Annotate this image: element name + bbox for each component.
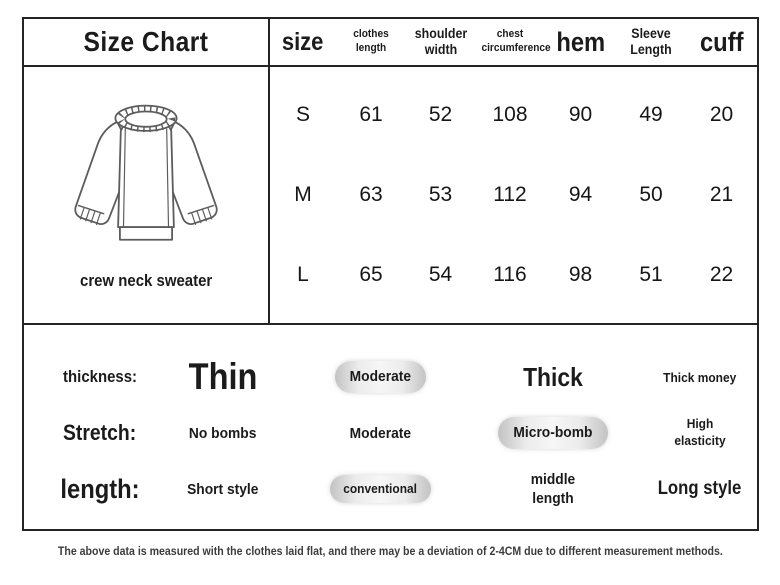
measurement-disclaimer: The above data is measured with the clot… [57, 546, 723, 558]
table-header-hem: hem [556, 26, 605, 57]
table-header-clothes-length: clothes length [353, 28, 389, 54]
table-header-row: Size Chart size clothes length shoulder … [24, 19, 757, 67]
stretch-option-high-elasticity: High elasticity [674, 416, 726, 448]
measurement-header-columns: size clothes length shoulder width chest… [270, 19, 757, 65]
length-option-long-style: Long style [658, 478, 742, 499]
product-cell: crew neck sweater [24, 67, 270, 323]
page-title: Size Chart [24, 19, 270, 65]
table-header-shoulder-width: shoulder width [414, 25, 467, 57]
thickness-option-thick: Thick [523, 361, 583, 392]
row-s-hem: 90 [568, 103, 593, 126]
highlight-pill: conventional [330, 475, 431, 503]
length-option-short-style: Short style [187, 480, 259, 498]
table-header-sleeve-length: Sleeve Length [630, 25, 672, 57]
row-s-sleeve-length: 49 [639, 103, 663, 126]
row-l-chest-circumference: 116 [493, 263, 527, 286]
row-m-hem: 94 [568, 183, 593, 206]
table-header-size: size [282, 27, 324, 56]
row-l-clothes-length: 65 [359, 263, 383, 286]
row-m-sleeve-length: 50 [639, 183, 663, 206]
row-m-shoulder-width: 53 [428, 183, 453, 206]
thickness-label: thickness: [62, 367, 138, 386]
row-m-cuff: 21 [709, 183, 734, 206]
length-option-middle-length: middle length [530, 470, 576, 508]
highlight-pill: Moderate [335, 361, 426, 393]
highlight-pill: Micro-bomb [498, 417, 608, 449]
row-s-cuff: 20 [709, 103, 734, 126]
stretch-option-moderate: Moderate [349, 424, 412, 442]
row-l-size: L [297, 263, 309, 286]
table-header-chest-circumference: chest circumference [481, 28, 551, 54]
measurement-grid: S 61 52 108 90 49 20 M 63 53 112 94 50 2… [270, 67, 757, 323]
thickness-option-thick-money: Thick money [663, 369, 737, 385]
thickness-option-moderate-highlighted: Moderate [298, 349, 463, 405]
row-s-chest-circumference: 108 [492, 103, 528, 126]
length-label: length: [60, 473, 140, 504]
row-l-shoulder-width: 54 [428, 263, 453, 286]
stretch-option-micro-bomb-highlighted: Micro-bomb [463, 405, 643, 461]
row-m-size: M [294, 183, 312, 206]
row-s-size: S [295, 103, 310, 126]
thickness-option-thin: Thin [188, 356, 258, 397]
size-chart-table: Size Chart size clothes length shoulder … [22, 17, 759, 531]
product-name: crew neck sweater [79, 271, 213, 290]
row-l-cuff: 22 [709, 263, 734, 286]
row-s-shoulder-width: 52 [428, 103, 453, 126]
row-l-hem: 98 [568, 263, 593, 286]
attributes-section: thickness: Thin Moderate Thick Thick mon… [24, 325, 757, 529]
table-header-cuff: cuff [699, 26, 744, 57]
length-option-conventional-highlighted: conventional [298, 461, 463, 517]
table-body-row: crew neck sweater S 61 52 108 90 49 20 M… [24, 67, 757, 325]
stretch-label: Stretch: [63, 420, 137, 445]
sweater-illustration [74, 104, 218, 241]
page-title-text: Size Chart [83, 26, 209, 57]
row-s-clothes-length: 61 [359, 103, 383, 126]
row-l-sleeve-length: 51 [639, 263, 663, 286]
row-m-chest-circumference: 112 [493, 183, 527, 206]
row-m-clothes-length: 63 [359, 183, 383, 206]
stretch-option-no-bombs: No bombs [189, 424, 257, 442]
